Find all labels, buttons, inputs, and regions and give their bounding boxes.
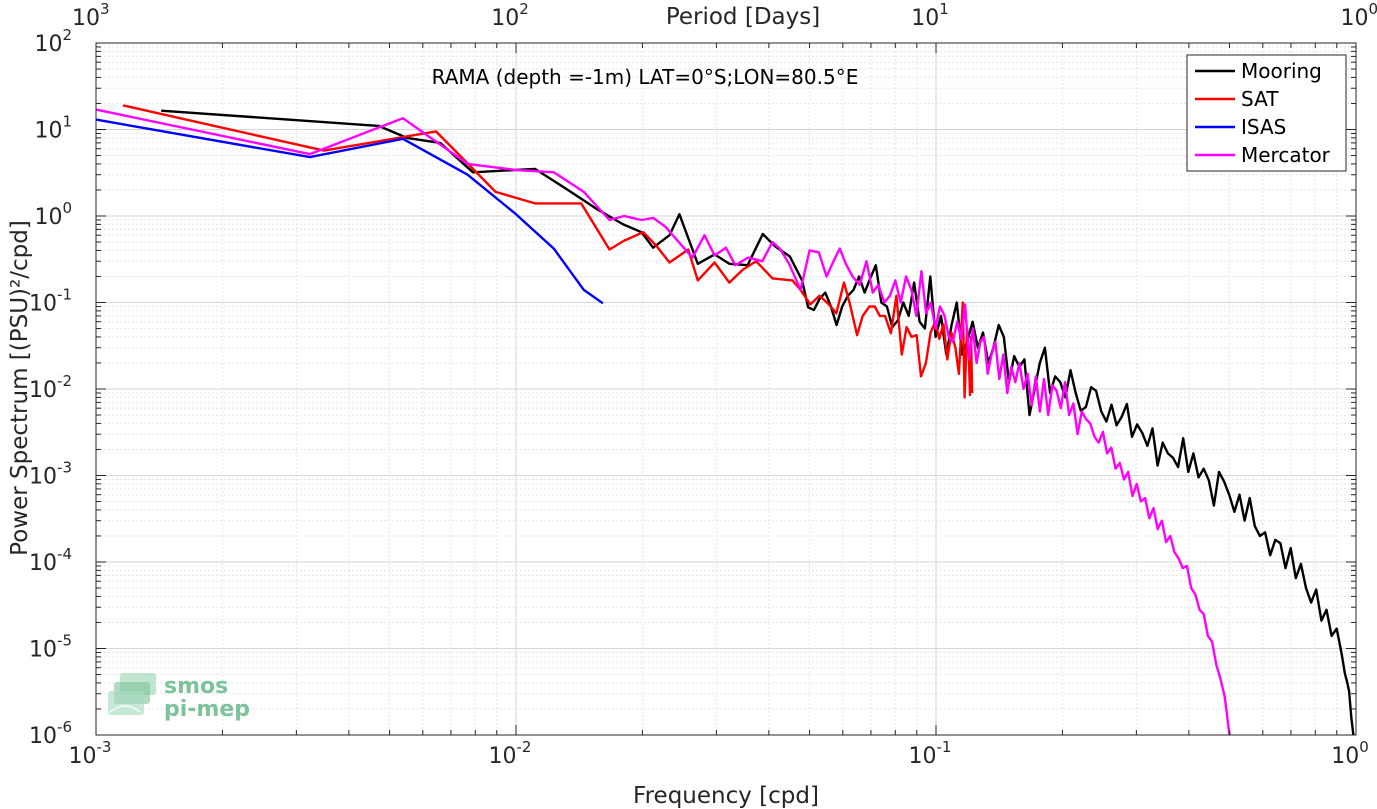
y-tick-label: 10-3 — [29, 459, 72, 490]
legend-label-mercator: Mercator — [1241, 143, 1331, 167]
logo-text-smos: smos — [164, 674, 228, 699]
legend-label-mooring: Mooring — [1241, 59, 1322, 83]
series-line-isas — [95, 118, 604, 305]
y-axis-label: Power Spectrum [(PSU)²/cpd] — [7, 220, 33, 556]
y-tick-labels: 10-6 10-5 10-4 10-3 10-2 10-1 100 101 102 — [29, 26, 72, 749]
y-tick-label: 10-6 — [29, 718, 72, 749]
y-tick-label: 10-1 — [29, 286, 72, 317]
y-tick-label: 100 — [34, 199, 72, 230]
logo-text-pimep: pi-mep — [164, 697, 250, 722]
y-tick-label: 10-2 — [29, 372, 72, 403]
x-tick-label: 10-2 — [489, 738, 532, 769]
series-line-sat — [122, 104, 974, 399]
x-tick-labels: 10-3 10-2 10-1 100 — [69, 738, 1369, 769]
top-tick-label: 102 — [491, 0, 529, 31]
chart-annotation: RAMA (depth =-1m) LAT=0°S;LON=80.5°E — [432, 65, 859, 89]
legend: Mooring SAT ISAS Mercator — [1186, 54, 1347, 172]
grid — [95, 43, 1356, 736]
top-tick-label: 100 — [1340, 0, 1377, 31]
top-tick-labels: 103 102 101 100 — [72, 0, 1377, 31]
x-tick-label: 10-3 — [69, 738, 112, 769]
smos-pimep-logo: smos pi-mep — [108, 673, 250, 722]
x-tick-label: 10-1 — [909, 738, 952, 769]
logo-mark-icon — [108, 673, 156, 715]
x-tick-label: 100 — [1331, 738, 1369, 769]
top-axis-label: Period [Days] — [666, 4, 820, 30]
x-axis-label: Frequency [cpd] — [633, 783, 819, 809]
series-line-mooring — [161, 109, 1355, 736]
legend-label-sat: SAT — [1241, 87, 1279, 111]
y-tick-label: 101 — [34, 113, 72, 144]
y-tick-label: 10-5 — [29, 632, 72, 663]
legend-box — [1186, 54, 1347, 172]
tick-marks — [95, 43, 1356, 736]
top-tick-label: 101 — [911, 0, 949, 31]
legend-label-isas: ISAS — [1241, 115, 1286, 139]
y-tick-label: 10-4 — [29, 545, 72, 576]
y-tick-label: 102 — [34, 26, 72, 57]
top-tick-label: 103 — [72, 0, 110, 31]
series-lines — [95, 104, 1355, 736]
series-line-mercator — [95, 108, 1231, 736]
